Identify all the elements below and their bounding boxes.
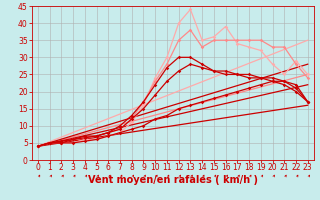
X-axis label: Vent moyen/en rafales ( km/h ): Vent moyen/en rafales ( km/h ) bbox=[88, 175, 258, 185]
